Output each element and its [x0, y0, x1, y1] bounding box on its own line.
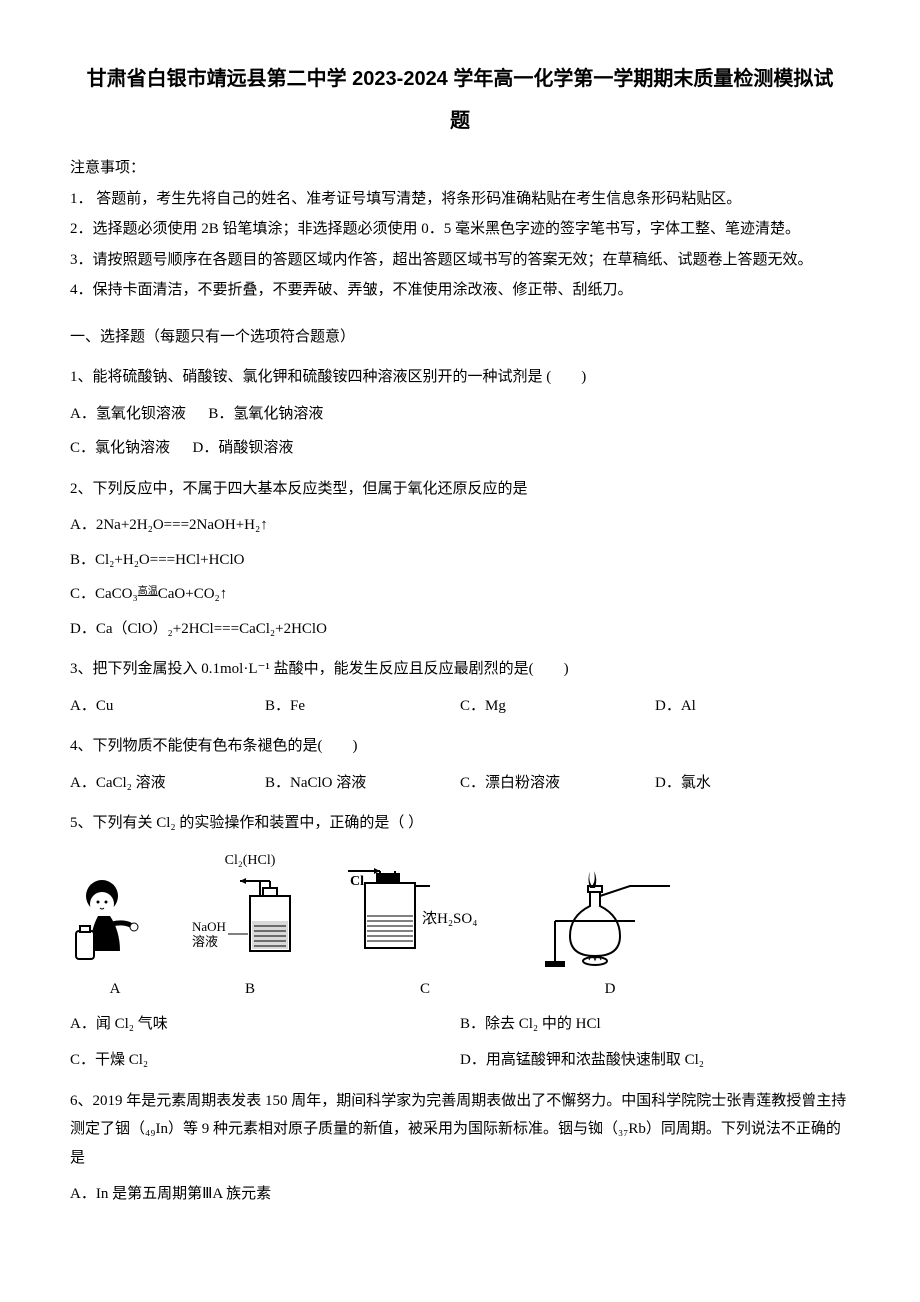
notice-item: 3．请按照题号顺序在各题目的答题区域内作答，超出答题区域书写的答案无效；在草稿纸… [70, 246, 850, 275]
option-c: C．氯化钠溶液 [70, 440, 170, 456]
option-b: B．除去 Cl₂ 中的 HCl [460, 1010, 850, 1039]
option-b: B．Cl₂+H₂O===HCl+HClO [70, 546, 850, 575]
question-stem: 4、下列物质不能使有色布条褪色的是( ) [70, 732, 850, 761]
figure-label: A [110, 975, 121, 1004]
figure-c: Cl₂ 浓H₂SO₄ C [340, 861, 510, 1004]
option-d: D．氯水 [655, 769, 850, 798]
option-c: C．漂白粉溶液 [460, 769, 655, 798]
figure-row: A Cl₂(HCl) NaOH 溶液 B [70, 848, 850, 1004]
option-b: B．NaClO 溶液 [265, 769, 460, 798]
section-heading: 一、选择题（每题只有一个选项符合题意） [70, 323, 850, 352]
option-a: A．Cu [70, 692, 265, 721]
question-stem: 6、2019 年是元素周期表发表 150 周年，期间科学家为完善周期表做出了不懈… [70, 1087, 850, 1173]
figure-label: D [605, 975, 616, 1004]
question-stem: 2、下列反应中，不属于四大基本反应类型，但属于氧化还原反应的是 [70, 475, 850, 504]
page-title: 甘肃省白银市靖远县第二中学 2023-2024 学年高一化学第一学期期末质量检测… [70, 60, 850, 98]
option-c: C．CaCO₃高温CaO+CO₂↑ [70, 580, 850, 609]
figure-b-top-label: Cl₂(HCl) [225, 848, 276, 875]
option-d: D．用高锰酸钾和浓盐酸快速制取 Cl₂ [460, 1046, 850, 1075]
page-subtitle: 题 [70, 102, 850, 140]
svg-text:NaOH: NaOH [192, 919, 226, 934]
figure-b: Cl₂(HCl) NaOH 溶液 B [190, 848, 310, 1004]
svg-text:溶液: 溶液 [192, 934, 218, 949]
option-d: D．Ca（ClO）₂+2HCl===CaCl₂+2HClO [70, 615, 850, 644]
option-c: C．干燥 Cl₂ [70, 1046, 460, 1075]
notice-item: 1． 答题前，考生先将自己的姓名、准考证号填写清楚，将条形码准确粘贴在考生信息条… [70, 185, 850, 214]
figure-label: B [245, 975, 255, 1004]
figure-label: C [420, 975, 430, 1004]
notice-heading: 注意事项： [70, 154, 850, 183]
question-stem: 1、能将硫酸钠、硝酸铵、氯化钾和硫酸铵四种溶液区别开的一种试剂是 ( ) [70, 363, 850, 392]
question-stem: 3、把下列金属投入 0.1mol·L⁻¹ 盐酸中，能发生反应且反应最剧烈的是( … [70, 655, 850, 684]
option-d: D．Al [655, 692, 850, 721]
option-d: D．硝酸钡溶液 [193, 440, 294, 456]
svg-text:浓H₂SO₄: 浓H₂SO₄ [422, 910, 477, 927]
question-stem: 5、下列有关 Cl₂ 的实验操作和装置中，正确的是（ ） [70, 809, 850, 838]
option-b: B．氢氧化钠溶液 [208, 406, 323, 422]
option-a: A．2Na+2H₂O===2NaOH+H₂↑ [70, 511, 850, 540]
option-a: A．CaCl₂ 溶液 [70, 769, 265, 798]
option-a: A．氢氧化钡溶液 [70, 406, 186, 422]
figure-d: D [540, 861, 680, 1004]
figure-a: A [70, 876, 160, 1004]
option-b: B．Fe [265, 692, 460, 721]
option-a: A．闻 Cl₂ 气味 [70, 1010, 460, 1039]
option-c: C．Mg [460, 692, 655, 721]
notice-item: 2．选择题必须使用 2B 铅笔填涂；非选择题必须使用 0．5 毫米黑色字迹的签字… [70, 215, 850, 244]
option-a: A．In 是第五周期第ⅢA 族元素 [70, 1180, 850, 1209]
notice-item: 4．保持卡面清洁，不要折叠，不要弄破、弄皱，不准使用涂改液、修正带、刮纸刀。 [70, 276, 850, 305]
